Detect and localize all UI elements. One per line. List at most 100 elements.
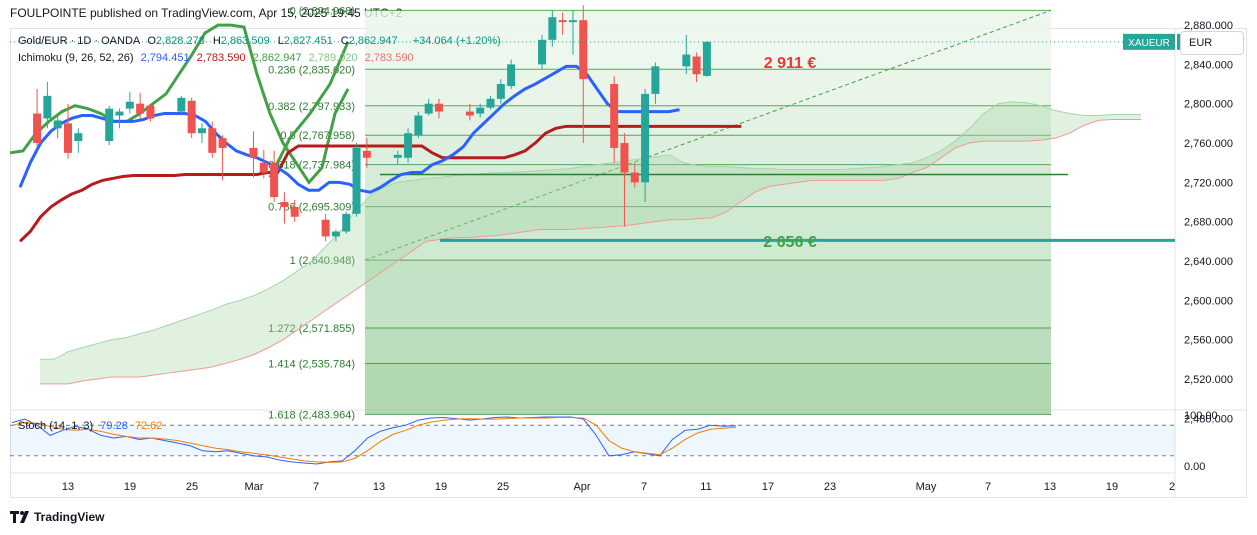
- ohlc-l: L2,827.451: [277, 35, 333, 47]
- candle-body: [342, 213, 351, 232]
- candle-body: [620, 143, 629, 173]
- fib-level-label: 1 (2,640.948): [290, 255, 355, 267]
- candle-body: [53, 120, 62, 129]
- x-axis-tick-label: 19: [124, 481, 136, 493]
- symbol-tag-label: XAUEUR: [1128, 38, 1170, 49]
- fib-level-label: 0.382 (2,797.933): [268, 101, 355, 113]
- x-axis-tick-label: 19: [1106, 481, 1118, 493]
- x-axis-tick-label: May: [916, 481, 937, 493]
- fib-level-label: 0 (2,894.968): [290, 5, 355, 17]
- fib-level-label: 1.618 (2,483.964): [268, 409, 355, 421]
- candle-body: [218, 138, 227, 148]
- x-axis-tick-label: 13: [373, 481, 385, 493]
- x-axis-tick-label: 25: [186, 481, 198, 493]
- candle-body: [259, 162, 268, 173]
- candle-body: [290, 206, 299, 217]
- fib-zone: [365, 363, 1051, 415]
- fib-zone: [365, 135, 1051, 165]
- x-axis-tick-label: 11: [700, 481, 711, 493]
- fib-zone: [365, 260, 1051, 328]
- candle-body: [64, 123, 72, 153]
- stoch-band-fill: [10, 425, 1175, 456]
- kijun-sen-line: [18, 124, 742, 243]
- tradingview-brand: TradingView: [10, 510, 104, 524]
- candle-body: [692, 56, 701, 75]
- candle-body: [682, 54, 691, 67]
- tenkan-sen-line: [18, 64, 680, 194]
- candle-body: [568, 20, 577, 23]
- currency-selector[interactable]: EUR: [1180, 31, 1244, 55]
- fib-level-label: 1.414 (2,535.784): [268, 358, 355, 370]
- fib-level-label: 0.5 (2,767.958): [280, 130, 355, 142]
- ichimoku-cloud: [40, 101, 1142, 384]
- stoch-label: Stoch (14, 1, 3): [18, 420, 94, 432]
- candle-body: [486, 98, 495, 108]
- x-axis-tick-label: 7: [313, 481, 319, 493]
- candle-body: [33, 113, 42, 144]
- candle-body: [43, 95, 52, 119]
- candle-body: [558, 20, 567, 23]
- fib-level-label: 1.272 (2,571.855): [268, 323, 355, 335]
- stoch-d-line: [11, 417, 736, 463]
- candle-body: [270, 162, 279, 198]
- symbol-tag-bg: [1123, 33, 1175, 50]
- stoch-legend: Stoch (14, 1, 3) 79.28 72.62: [18, 420, 166, 432]
- candle-body: [496, 84, 505, 99]
- candle-body: [579, 20, 588, 80]
- x-axis-tick-label: 7: [985, 481, 991, 493]
- ichimoku-legend: Ichimoku (9, 26, 52, 26) 2,794.451 2,783…: [18, 52, 418, 64]
- candle-body: [125, 101, 134, 109]
- ohlc-h: H2,863.509: [212, 35, 270, 47]
- y-axis-tick-label: 2,840.000: [1184, 59, 1233, 71]
- candle-body: [538, 39, 547, 65]
- candle-body: [362, 150, 371, 158]
- y-axis-tick-label: 2,520.000: [1184, 374, 1233, 386]
- candle-body: [651, 66, 660, 94]
- ohlc-o: O2,828.278: [147, 35, 205, 47]
- y-axis-tick-label: 2,480.000: [1184, 413, 1233, 425]
- fib-level-label: 0.618 (2,737.984): [268, 160, 355, 172]
- tradingview-logo-icon: [10, 511, 29, 523]
- tenkan-value: 2,794.451: [140, 52, 190, 64]
- stoch-k-line: [11, 416, 736, 465]
- candle-body: [177, 97, 186, 112]
- candle-body: [321, 219, 330, 237]
- candle-body: [187, 100, 196, 134]
- target-low-label: 2 656 €: [763, 234, 816, 251]
- chikou-span-end: [268, 41, 350, 179]
- x-axis-tick-label: 23: [824, 481, 836, 493]
- fib-zone: [365, 206, 1051, 261]
- fib-zone: [365, 327, 1051, 364]
- x-axis-tick-label: 19: [435, 481, 447, 493]
- chikou-span-line: [9, 23, 350, 185]
- fib-zone: [365, 164, 1051, 207]
- change-value: +34.064 (+1.20%): [412, 35, 501, 47]
- span-b-value: 2,783.590: [364, 52, 414, 64]
- price-legend: Gold/EUR · 1D · OANDA O2,828.278 H2,863.5…: [18, 35, 505, 47]
- x-axis-tick-label: 13: [1044, 481, 1056, 493]
- candle-body: [548, 17, 557, 40]
- fib-trend-line: [364, 9, 1052, 261]
- x-axis-tick-label: 2: [1169, 481, 1175, 493]
- symbol-label: Gold/EUR · 1D · OANDA: [18, 35, 141, 47]
- y-axis-tick-label: 2,560.000: [1184, 335, 1233, 347]
- candle-body: [105, 108, 114, 142]
- span-a-value: 2,789.020: [308, 52, 358, 64]
- candle-body: [136, 103, 145, 114]
- candle-body: [146, 105, 155, 119]
- chikou-value: 2,862.947: [252, 52, 302, 64]
- candle-body: [424, 103, 433, 114]
- y-axis-tick-label: 2,880.000: [1184, 20, 1233, 32]
- x-axis-tick-label: Apr: [573, 481, 590, 493]
- candle-body: [702, 41, 711, 76]
- x-axis-tick-label: 17: [762, 481, 774, 493]
- brand-label: TradingView: [34, 510, 105, 524]
- candle-body: [352, 147, 361, 214]
- x-axis-tick-label: 7: [641, 481, 647, 493]
- y-axis-tick-label: 2,720.000: [1184, 177, 1233, 189]
- publisher-line: FOULPOINTE published on TradingView.com,…: [10, 6, 403, 20]
- candle-body: [404, 133, 413, 158]
- candle-body: [197, 128, 206, 134]
- y-axis-tick-label: 2,600.000: [1184, 295, 1233, 307]
